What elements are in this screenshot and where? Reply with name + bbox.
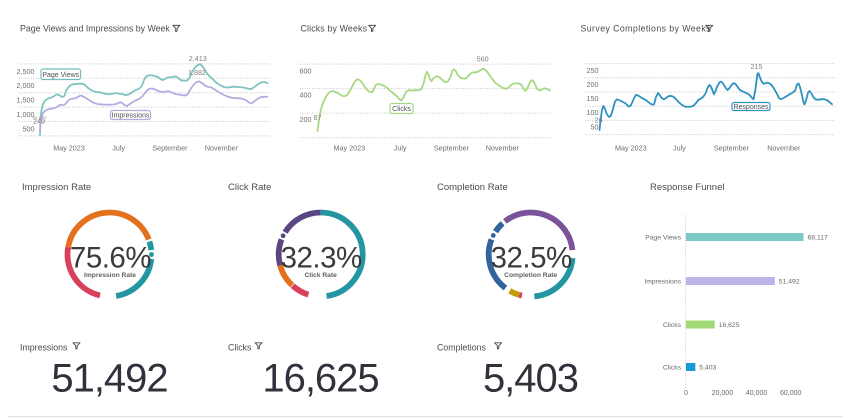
svg-text:Apr 2023: Apr 2023 xyxy=(32,116,47,120)
svg-text:51,492: 51,492 xyxy=(51,357,167,401)
svg-text:32.3%: 32.3% xyxy=(281,242,362,275)
svg-text:500: 500 xyxy=(23,124,35,133)
svg-text:75.6%: 75.6% xyxy=(70,242,151,275)
svg-text:150: 150 xyxy=(587,94,599,103)
svg-text:5,403: 5,403 xyxy=(483,357,578,401)
svg-text:Page Views and Impressions by: Page Views and Impressions by Week xyxy=(20,24,170,34)
svg-text:1,500: 1,500 xyxy=(17,96,35,105)
svg-text:200: 200 xyxy=(587,80,599,89)
svg-text:Clicks: Clicks xyxy=(228,343,252,353)
svg-text:Impression Rate: Impression Rate xyxy=(84,272,136,279)
svg-text:100: 100 xyxy=(587,108,599,117)
svg-text:July: July xyxy=(112,144,125,153)
svg-text:May 2023: May 2023 xyxy=(53,144,85,153)
svg-text:1,000: 1,000 xyxy=(17,110,35,119)
svg-text:2,500: 2,500 xyxy=(17,67,35,76)
svg-text:Completions: Completions xyxy=(437,343,486,353)
svg-text:1,882: 1,882 xyxy=(188,68,206,77)
svg-text:September: September xyxy=(714,144,750,153)
svg-text:60,000: 60,000 xyxy=(780,390,802,397)
svg-text:Completion Rate: Completion Rate xyxy=(504,272,557,279)
svg-text:87: 87 xyxy=(313,113,321,122)
svg-text:July: July xyxy=(394,144,407,153)
svg-text:Impressions: Impressions xyxy=(644,278,681,285)
svg-text:May 2023: May 2023 xyxy=(615,144,647,153)
svg-text:560: 560 xyxy=(477,55,489,64)
svg-text:20,000: 20,000 xyxy=(712,390,734,397)
svg-text:November: November xyxy=(486,144,520,153)
svg-text:249: 249 xyxy=(33,116,45,125)
svg-text:Impression Rate: Impression Rate xyxy=(22,182,91,193)
svg-text:September: September xyxy=(434,144,470,153)
svg-text:Completion Rate: Completion Rate xyxy=(437,182,508,193)
svg-text:16,625: 16,625 xyxy=(262,357,378,401)
svg-text:Page Views: Page Views xyxy=(645,234,681,241)
svg-text:November: November xyxy=(767,144,801,153)
svg-text:2,413: 2,413 xyxy=(189,54,207,63)
svg-text:Impressions: Impressions xyxy=(112,113,150,120)
svg-text:Impressions: Impressions xyxy=(20,343,68,353)
svg-text:2,000: 2,000 xyxy=(17,81,35,90)
svg-text:Response Funnel: Response Funnel xyxy=(650,182,724,193)
svg-text:50: 50 xyxy=(591,122,599,131)
svg-text:September: September xyxy=(152,144,188,153)
svg-text:250: 250 xyxy=(587,66,599,75)
svg-text:16,625: 16,625 xyxy=(719,322,740,329)
svg-text:26: 26 xyxy=(595,116,603,125)
svg-text:40,000: 40,000 xyxy=(746,390,768,397)
svg-text:51,492: 51,492 xyxy=(779,278,800,285)
svg-text:November: November xyxy=(205,144,239,153)
svg-text:5,403: 5,403 xyxy=(699,364,716,371)
svg-text:July: July xyxy=(673,144,686,153)
svg-text:68,117: 68,117 xyxy=(808,234,829,241)
svg-text:600: 600 xyxy=(300,66,312,75)
svg-text:Click Rate: Click Rate xyxy=(305,272,338,279)
svg-text:Clicks: Clicks xyxy=(663,364,682,371)
svg-text:Survey Completions by Weeks: Survey Completions by Weeks xyxy=(581,24,712,34)
svg-text:0: 0 xyxy=(684,390,688,397)
svg-text:200: 200 xyxy=(300,115,312,124)
svg-text:Page Views: Page Views xyxy=(42,72,79,79)
svg-text:400: 400 xyxy=(300,91,312,100)
svg-text:215: 215 xyxy=(751,62,763,71)
svg-text:May 2023: May 2023 xyxy=(334,144,366,153)
svg-text:Clicks: Clicks xyxy=(392,106,411,113)
svg-text:Clicks: Clicks xyxy=(663,322,682,329)
svg-text:32.5%: 32.5% xyxy=(491,242,572,275)
svg-text:Clicks by Weeks: Clicks by Weeks xyxy=(301,24,368,34)
svg-text:Click Rate: Click Rate xyxy=(228,182,271,193)
svg-text:Responses: Responses xyxy=(733,104,769,111)
